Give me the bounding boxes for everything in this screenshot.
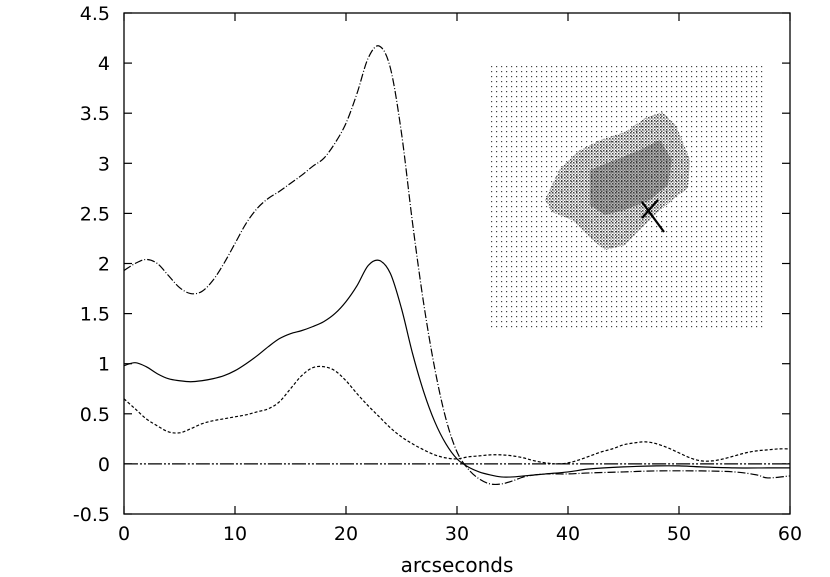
- y-tick-label-0: -0.5: [73, 504, 110, 526]
- x-axis-title: arcseconds: [401, 553, 514, 577]
- y-tick-label-10: 4.5: [80, 3, 110, 25]
- inset-cross-marker: [641, 199, 665, 233]
- y-tick-label-9: 4: [98, 53, 110, 75]
- inset-galaxy-core: [590, 140, 672, 215]
- x-tick-label-6: 60: [778, 523, 802, 545]
- y-tick-label-5: 2: [98, 254, 110, 276]
- series-line-1: [123, 259, 790, 478]
- x-tick-label-0: 0: [118, 523, 130, 545]
- y-tick-label-6: 2.5: [80, 203, 110, 225]
- inset-image: [488, 63, 765, 331]
- series-line-0: [123, 45, 791, 486]
- inset-galaxy-blob: [545, 112, 690, 250]
- x-tick-label-5: 50: [667, 523, 691, 545]
- x-tick-label-1: 10: [223, 523, 247, 545]
- y-tick-label-3: 1: [98, 354, 110, 376]
- series-line-2: [123, 365, 791, 465]
- y-tick-label-8: 3.5: [80, 103, 110, 125]
- axis-ticks: [123, 12, 791, 515]
- axis-tick-labels: 0 10 20 30 40 50 60 -0.5 0 0.5 1 1.5 2 2.5 3 3.5 4 4.5: [73, 3, 802, 545]
- x-tick-label-2: 20: [334, 523, 358, 545]
- x-tick-label-4: 40: [556, 523, 580, 545]
- y-tick-label-7: 3: [98, 153, 110, 175]
- y-tick-label-2: 0.5: [80, 404, 110, 426]
- series-layer: [123, 45, 791, 486]
- y-tick-label-1: 0: [98, 454, 110, 476]
- x-tick-label-3: 30: [445, 523, 469, 545]
- y-tick-label-4: 1.5: [80, 304, 110, 326]
